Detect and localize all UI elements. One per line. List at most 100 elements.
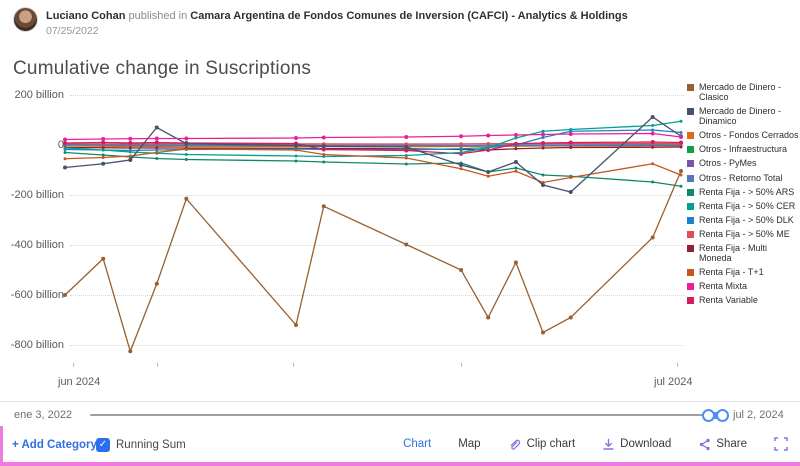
data-point[interactable]	[541, 330, 546, 335]
data-point[interactable]	[459, 142, 463, 146]
data-point[interactable]	[513, 260, 518, 265]
data-point[interactable]	[154, 125, 159, 130]
data-point[interactable]	[63, 165, 67, 170]
data-point[interactable]	[651, 124, 655, 127]
legend-item[interactable]: Renta Fija - > 50% ARS	[687, 187, 800, 197]
data-point[interactable]	[294, 143, 298, 148]
time-slider-track[interactable]	[90, 414, 704, 416]
data-point[interactable]	[184, 153, 188, 156]
data-point[interactable]	[569, 176, 573, 179]
legend-item[interactable]: Otros - Retorno Total	[687, 173, 800, 183]
data-point[interactable]	[321, 147, 326, 152]
author-name[interactable]: Luciano Cohan	[46, 10, 126, 22]
data-point[interactable]	[128, 158, 133, 162]
data-point[interactable]	[155, 157, 159, 160]
download-button[interactable]: Download	[602, 438, 671, 451]
legend-item[interactable]: Mercado de Dinero - Dinamico	[687, 106, 800, 126]
data-point[interactable]	[101, 140, 106, 145]
legend-item[interactable]: Otros - Fondos Cerrados	[687, 130, 800, 140]
data-point[interactable]	[513, 133, 518, 137]
legend-item[interactable]: Renta Variable	[687, 295, 800, 305]
running-sum-checkbox[interactable]: ✓	[96, 438, 110, 452]
data-point[interactable]	[650, 140, 655, 144]
data-point[interactable]	[321, 204, 326, 209]
data-point[interactable]	[294, 154, 298, 158]
data-point[interactable]	[568, 190, 573, 194]
data-point[interactable]	[486, 174, 490, 178]
share-button[interactable]: Share	[698, 438, 747, 451]
plot-svg[interactable]	[45, 85, 690, 380]
data-point[interactable]	[404, 162, 408, 166]
legend-item[interactable]: Otros - Infraestructura	[687, 144, 800, 154]
data-point[interactable]	[184, 136, 189, 141]
add-category-button[interactable]: + Add Category	[12, 439, 97, 451]
data-point[interactable]	[679, 169, 683, 173]
data-point[interactable]	[404, 156, 408, 160]
avatar[interactable]	[13, 7, 38, 32]
time-slider-handle-end[interactable]	[716, 409, 729, 422]
data-point[interactable]	[486, 315, 491, 320]
data-point[interactable]	[128, 154, 132, 158]
clip-chart-button[interactable]: Clip chart	[508, 437, 575, 451]
data-point[interactable]	[679, 119, 683, 123]
data-point[interactable]	[101, 156, 105, 159]
legend-item[interactable]: Renta Fija - > 50% ME	[687, 229, 800, 239]
legend-item[interactable]: Mercado de Dinero - Clasico	[687, 82, 800, 102]
data-point[interactable]	[459, 134, 464, 139]
data-point[interactable]	[459, 163, 464, 167]
data-point[interactable]	[651, 128, 655, 132]
data-point[interactable]	[679, 184, 683, 188]
data-point[interactable]	[63, 293, 67, 297]
data-point[interactable]	[128, 146, 132, 150]
data-point[interactable]	[541, 141, 546, 145]
data-point[interactable]	[154, 281, 159, 286]
data-point[interactable]	[154, 136, 159, 141]
data-point[interactable]	[651, 180, 655, 184]
series-line[interactable]	[64, 170, 682, 354]
data-point[interactable]	[541, 136, 545, 139]
legend-item[interactable]: Renta Mixta	[687, 281, 800, 291]
data-point[interactable]	[459, 268, 464, 272]
data-point[interactable]	[128, 349, 133, 354]
fullscreen-button[interactable]	[774, 437, 788, 451]
data-point[interactable]	[321, 135, 326, 140]
data-point[interactable]	[63, 151, 67, 154]
data-point[interactable]	[679, 140, 683, 145]
data-point[interactable]	[101, 161, 106, 166]
data-point[interactable]	[651, 145, 655, 149]
data-point[interactable]	[404, 142, 409, 147]
data-point[interactable]	[101, 148, 105, 152]
data-point[interactable]	[650, 131, 655, 136]
data-point[interactable]	[679, 145, 683, 149]
data-point[interactable]	[63, 137, 67, 142]
data-point[interactable]	[128, 150, 132, 154]
data-point[interactable]	[184, 196, 189, 201]
data-point[interactable]	[63, 157, 67, 161]
publication-name[interactable]: Camara Argentina de Fondos Comunes de In…	[190, 10, 628, 22]
data-point[interactable]	[459, 167, 463, 171]
data-point[interactable]	[486, 133, 491, 138]
data-point[interactable]	[650, 115, 655, 119]
data-point[interactable]	[569, 128, 573, 131]
data-point[interactable]	[568, 315, 573, 320]
data-point[interactable]	[514, 136, 518, 140]
legend-item[interactable]: Otros - PyMes	[687, 158, 800, 168]
data-point[interactable]	[322, 160, 326, 164]
tab-chart[interactable]: Chart	[403, 438, 432, 450]
legend-item[interactable]: Renta Fija - Multi Moneda	[687, 243, 800, 263]
data-point[interactable]	[101, 137, 106, 141]
data-point[interactable]	[155, 148, 159, 152]
data-point[interactable]	[63, 141, 67, 145]
data-point[interactable]	[184, 158, 188, 161]
data-point[interactable]	[541, 183, 546, 187]
data-point[interactable]	[184, 141, 189, 146]
data-point[interactable]	[541, 173, 545, 177]
data-point[interactable]	[679, 135, 683, 139]
data-point[interactable]	[404, 242, 409, 247]
data-point[interactable]	[154, 140, 159, 145]
data-point[interactable]	[294, 136, 298, 140]
data-point[interactable]	[651, 162, 655, 166]
data-point[interactable]	[459, 151, 463, 154]
data-point[interactable]	[128, 141, 133, 145]
data-point[interactable]	[101, 256, 106, 261]
